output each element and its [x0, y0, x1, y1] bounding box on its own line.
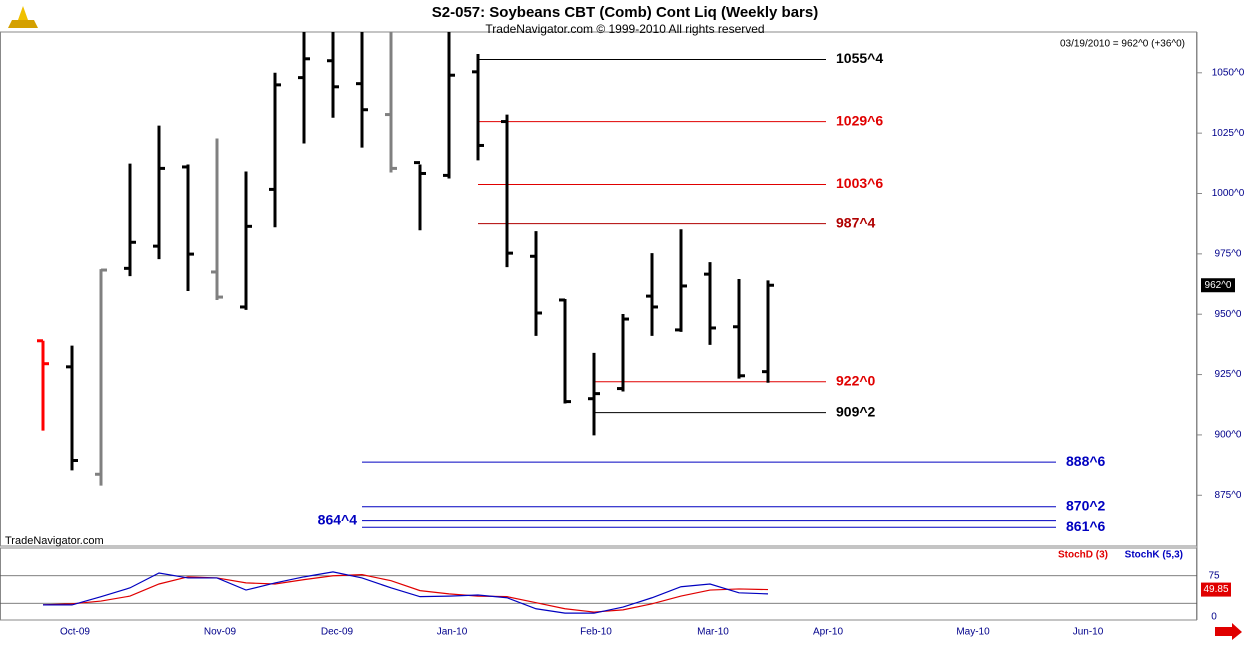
x-tick-label: Apr-10: [813, 627, 843, 638]
chart-subtitle: TradeNavigator.com © 1999-2010 All right…: [485, 22, 764, 36]
y-tick-label: 1025^0: [1212, 128, 1245, 139]
y-tick-label: 875^0: [1215, 490, 1242, 501]
x-tick-label: Nov-09: [204, 627, 237, 638]
stoch-tick-label: 0: [1211, 612, 1217, 623]
level-label: 888^6: [1066, 453, 1106, 469]
level-label: 1003^6: [836, 175, 883, 191]
y-tick-label: 1050^0: [1212, 67, 1245, 78]
x-tick-label: Jan-10: [437, 627, 468, 638]
level-label: 1055^4: [836, 50, 883, 66]
legend-entry: StochK (5,3): [1125, 550, 1183, 561]
x-tick-label: Feb-10: [580, 627, 612, 638]
last-price-label: 962^0: [1205, 280, 1232, 291]
stoch-last-label: 49.85: [1203, 584, 1228, 595]
level-label: 861^6: [1066, 518, 1106, 534]
chart-title: S2-057: Soybeans CBT (Comb) Cont Liq (We…: [432, 4, 818, 21]
legend-entry: StochD (3): [1058, 550, 1108, 561]
watermark: TradeNavigator.com: [5, 535, 104, 547]
level-label: 1029^6: [836, 112, 883, 128]
header-note: 03/19/2010 = 962^0 (+36^0): [1060, 39, 1185, 50]
level-label: 909^2: [836, 403, 876, 419]
x-tick-label: Mar-10: [697, 627, 729, 638]
level-label: 987^4: [836, 214, 876, 230]
stoch-tick-label: 75: [1208, 570, 1220, 581]
y-tick-label: 975^0: [1215, 248, 1242, 259]
x-tick-label: May-10: [956, 627, 990, 638]
y-tick-label: 1000^0: [1212, 188, 1245, 199]
logo: [8, 6, 38, 28]
level-label: 870^2: [1066, 497, 1106, 513]
stoch-line: [42, 574, 769, 613]
y-tick-label: 950^0: [1215, 309, 1242, 320]
x-tick-label: Oct-09: [60, 627, 90, 638]
level-label: 922^0: [836, 373, 876, 389]
stoch-last-box: [1201, 582, 1231, 597]
last-price-box: [1201, 278, 1235, 293]
x-tick-label: Dec-09: [321, 627, 354, 638]
y-tick-label: 925^0: [1215, 369, 1242, 380]
plot: [37, 32, 1056, 528]
scroll-arrow[interactable]: [1215, 623, 1242, 640]
y-tick-label: 900^0: [1215, 430, 1242, 441]
level-label: 864^4: [318, 511, 358, 527]
stoch-line: [43, 571, 769, 614]
x-tick-label: Jun-10: [1073, 627, 1104, 638]
